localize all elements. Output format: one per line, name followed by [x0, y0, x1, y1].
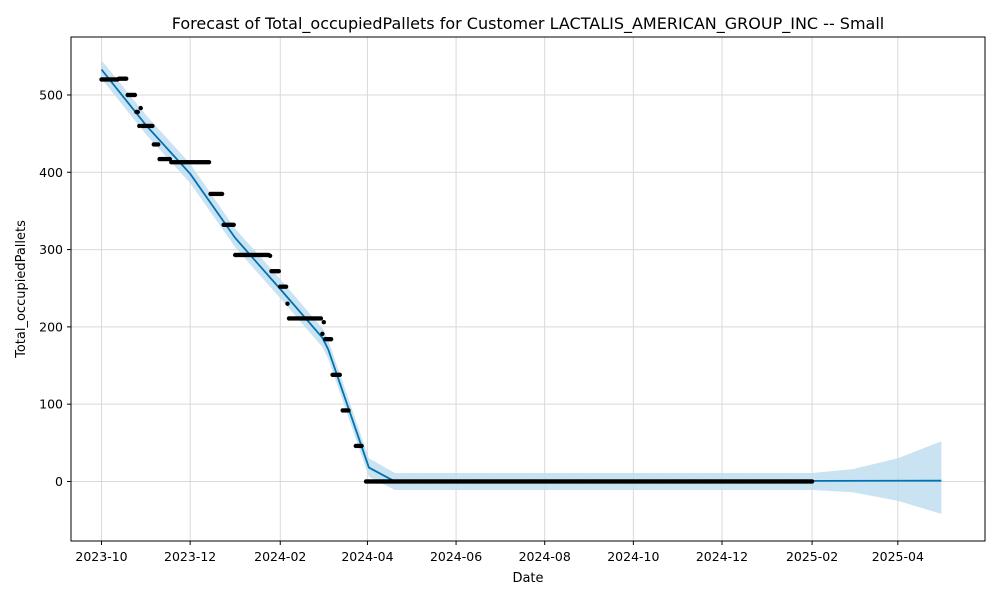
observed-point [346, 408, 351, 413]
x-tick-label: 2025-04 [872, 549, 924, 564]
y-tick-label: 500 [39, 87, 63, 102]
observed-point [267, 253, 273, 258]
y-axis-label: Total_occupiedPallets [14, 220, 29, 359]
observed-point [321, 320, 326, 325]
observed-point [328, 337, 334, 342]
y-tick-label: 100 [39, 397, 63, 412]
observed-point [135, 109, 140, 115]
x-tick-label: 2024-08 [519, 549, 571, 564]
grid [71, 37, 985, 541]
x-axis-ticks: 2023-10 2023-12 2024-02 2024-04 2024-06 2024-… [75, 541, 924, 564]
uncertainty-band [101, 60, 942, 514]
x-tick-label: 2024-06 [430, 549, 482, 564]
x-tick-label: 2024-04 [341, 549, 393, 564]
observed-point [219, 191, 225, 197]
x-tick-label: 2024-10 [607, 549, 659, 564]
x-tick-label: 2023-12 [164, 549, 216, 564]
x-tick-label: 2024-12 [696, 549, 748, 564]
interval-band [101, 60, 942, 514]
x-axis-label: Date [512, 571, 543, 586]
observed-point [124, 76, 129, 81]
forecast-line-group [100, 68, 942, 483]
observed-point [138, 105, 143, 111]
observed-point [276, 269, 281, 274]
observed-point [359, 443, 364, 449]
observed-point [156, 142, 161, 147]
y-tick-label: 300 [39, 242, 63, 257]
chart-title: Forecast of Total_occupiedPallets for Cu… [172, 14, 885, 34]
observed-point [150, 123, 155, 129]
observed-point [285, 301, 290, 306]
forecast-line [100, 68, 942, 483]
observed-point [283, 284, 289, 289]
y-tick-label: 0 [55, 474, 63, 489]
observed-point [809, 479, 815, 484]
y-tick-label: 400 [39, 165, 63, 180]
observed-point [318, 316, 324, 321]
plot-frame [70, 36, 986, 542]
x-tick-label: 2023-10 [75, 549, 127, 564]
observed-points [99, 76, 815, 484]
y-tick-label: 200 [39, 319, 63, 334]
observed-point [206, 160, 212, 165]
x-tick-label: 2024-02 [254, 549, 306, 564]
observed-point [337, 372, 342, 377]
x-tick-label: 2025-02 [786, 549, 838, 564]
observed-point [132, 92, 138, 98]
observed-point [231, 222, 236, 227]
observed-point [320, 331, 325, 336]
y-axis-ticks: 0 100 200 300 400 500 [39, 87, 71, 489]
